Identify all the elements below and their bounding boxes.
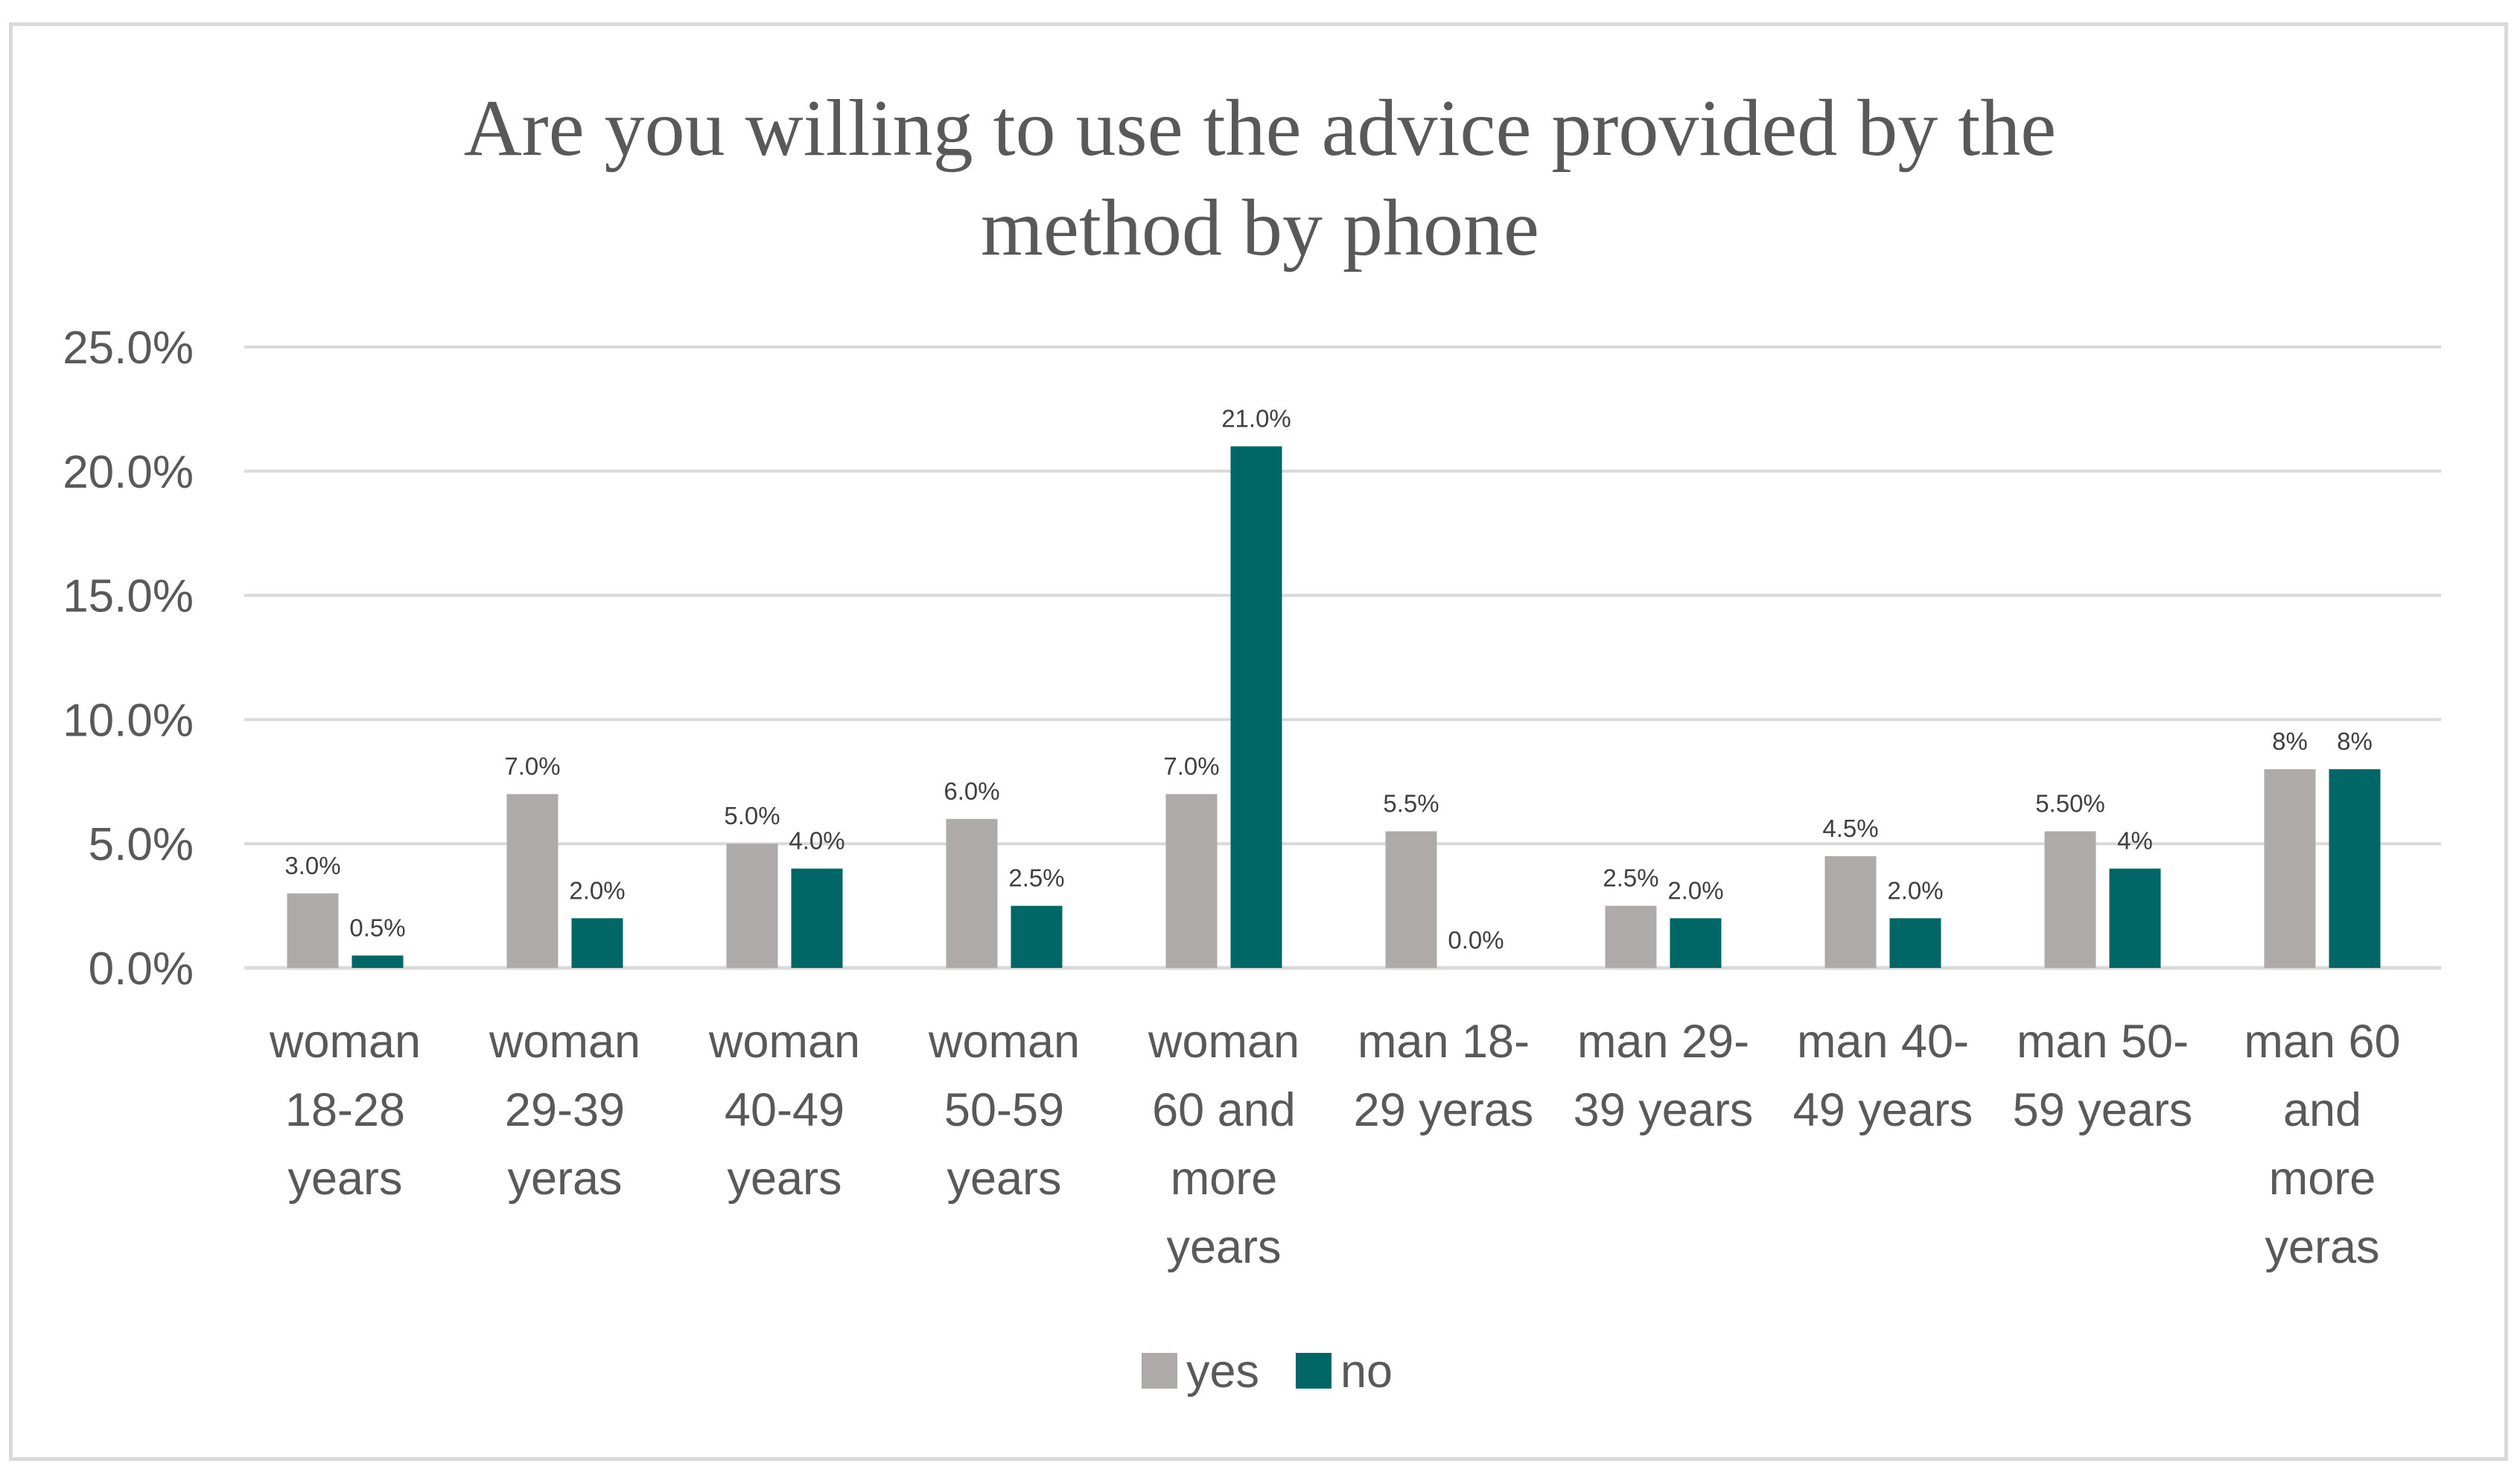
bar-no xyxy=(351,955,404,968)
x-category-label: yeras xyxy=(2265,1221,2379,1273)
x-category-label: woman xyxy=(1148,1016,1299,1068)
x-category-label: 40-49 xyxy=(725,1084,844,1136)
x-category-label: 29 yeras xyxy=(1354,1084,1534,1136)
x-category-label: 59 years xyxy=(2013,1084,2193,1136)
x-category-label: 29-39 xyxy=(505,1084,625,1136)
bar-yes xyxy=(1385,831,1437,968)
x-category-label: woman xyxy=(269,1016,421,1068)
x-category-label: man 29- xyxy=(1577,1016,1749,1068)
bar-no xyxy=(1230,446,1282,968)
bar-yes xyxy=(287,893,339,968)
data-label-yes: 3.0% xyxy=(284,852,340,879)
data-label-no: 4.0% xyxy=(789,827,844,855)
y-tick-label: 0.0% xyxy=(89,943,194,995)
data-label-no: 21.0% xyxy=(1221,404,1291,432)
x-category-label: woman xyxy=(928,1016,1080,1068)
bar-yes xyxy=(2264,769,2316,968)
x-category-label: yeras xyxy=(507,1153,622,1205)
bar-no xyxy=(2109,868,2161,968)
x-category-label: years xyxy=(1166,1221,1281,1273)
y-tick-label: 20.0% xyxy=(63,447,194,498)
x-category-label: years xyxy=(946,1153,1061,1205)
data-label-yes: 6.0% xyxy=(944,777,999,805)
data-label-no: 2.5% xyxy=(1008,864,1064,892)
x-category-label: man 50- xyxy=(2017,1016,2189,1068)
x-category-label: man 40- xyxy=(1797,1016,1969,1068)
bar-no xyxy=(571,918,623,968)
bar-yes xyxy=(946,818,998,968)
data-label-no: 4% xyxy=(2117,827,2153,855)
y-tick-label: 25.0% xyxy=(63,322,194,374)
x-category-label: 49 years xyxy=(1793,1084,1973,1136)
bar-no xyxy=(1011,905,1063,968)
data-label-no: 2.0% xyxy=(569,876,625,904)
legend-swatch-no xyxy=(1296,1353,1331,1389)
bar-no xyxy=(791,868,843,968)
data-label-yes: 4.5% xyxy=(1822,815,1878,842)
legend-label-yes: yes xyxy=(1186,1345,1259,1398)
x-category-label: woman xyxy=(708,1016,860,1068)
x-category-label: 60 and xyxy=(1152,1084,1296,1136)
bar-yes xyxy=(1605,905,1657,968)
x-category-label: years xyxy=(287,1153,402,1205)
data-label-yes: 5.0% xyxy=(724,802,780,829)
bar-yes xyxy=(2044,831,2096,968)
legend-label-no: no xyxy=(1340,1345,1393,1398)
data-label-yes: 7.0% xyxy=(504,752,560,780)
chart-title-line-1: Are you willing to use the advice provid… xyxy=(464,84,2056,173)
data-label-no: 2.0% xyxy=(1667,876,1723,904)
x-category-label: 18-28 xyxy=(285,1084,405,1136)
chart-title-line-2: method by phone xyxy=(981,184,1539,273)
bar-yes xyxy=(726,844,778,968)
bar-yes xyxy=(1165,794,1218,968)
bar-yes xyxy=(506,794,559,968)
x-category-label: 39 years xyxy=(1574,1084,1754,1136)
data-label-yes: 7.0% xyxy=(1163,752,1219,780)
bar-no xyxy=(2329,769,2381,968)
x-category-label: man 60 xyxy=(2244,1016,2400,1068)
data-label-yes: 2.5% xyxy=(1603,864,1658,892)
data-label-yes: 5.5% xyxy=(1383,790,1439,818)
x-category-label: man 18- xyxy=(1358,1016,1530,1068)
data-label-no: 8% xyxy=(2337,727,2373,755)
y-tick-label: 10.0% xyxy=(63,695,194,746)
bar-yes xyxy=(1824,856,1877,968)
x-category-label: more xyxy=(1171,1153,1278,1205)
data-label-no: 0.5% xyxy=(349,914,405,941)
x-category-label: 50-59 xyxy=(944,1084,1064,1136)
x-category-label: more xyxy=(2269,1153,2376,1205)
y-tick-label: 5.0% xyxy=(89,819,194,870)
x-category-label: woman xyxy=(489,1016,640,1068)
x-category-label: years xyxy=(727,1153,841,1205)
data-label-yes: 8% xyxy=(2272,727,2308,755)
data-label-no: 0.0% xyxy=(1448,926,1504,954)
data-label-no: 2.0% xyxy=(1887,876,1943,904)
y-tick-label: 15.0% xyxy=(63,571,194,622)
legend-swatch-yes xyxy=(1142,1353,1177,1389)
bar-no xyxy=(1670,918,1722,968)
x-category-label: and xyxy=(2283,1084,2361,1136)
data-label-yes: 5.50% xyxy=(2035,790,2105,818)
bar-no xyxy=(1889,918,1941,968)
